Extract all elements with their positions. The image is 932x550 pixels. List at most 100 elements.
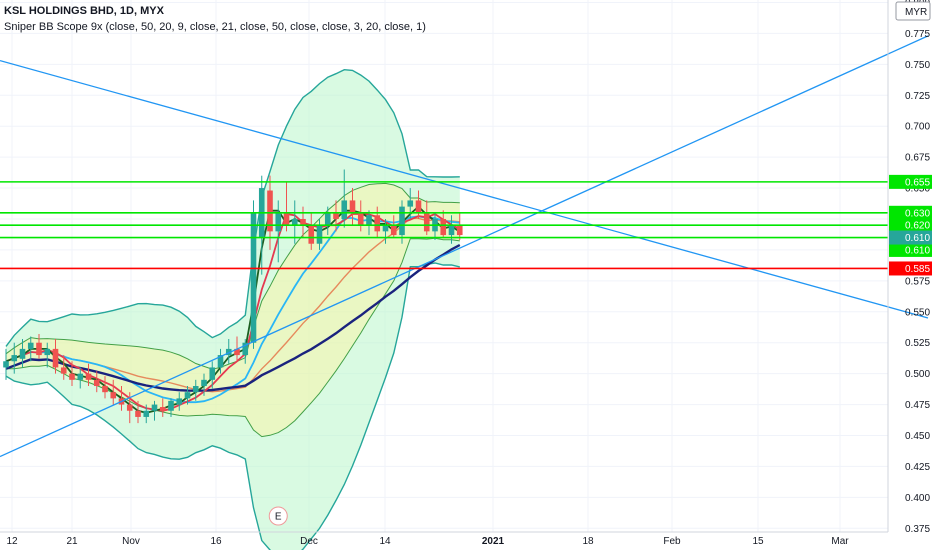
candle-body[interactable] — [209, 367, 216, 380]
candle-body[interactable] — [333, 212, 339, 219]
candle-body[interactable] — [234, 348, 240, 356]
candle-body[interactable] — [27, 342, 34, 349]
candle[interactable] — [36, 334, 42, 359]
candle[interactable] — [300, 206, 306, 238]
candle[interactable] — [93, 371, 100, 393]
candle[interactable] — [324, 206, 331, 236]
currency-badge[interactable] — [895, 1, 931, 21]
candle-body[interactable] — [448, 225, 455, 236]
candle-body[interactable] — [291, 218, 298, 226]
candle-body[interactable] — [85, 373, 92, 380]
candle[interactable] — [151, 400, 158, 421]
extra-level-tag[interactable]: 0.610 — [889, 242, 932, 257]
candle[interactable] — [341, 169, 348, 228]
price-axis[interactable]: 0.8000.7750.7500.7250.7000.6750.6500.625… — [887, 0, 932, 535]
candle-body[interactable] — [374, 215, 381, 232]
candle[interactable] — [209, 361, 216, 389]
candle[interactable] — [143, 404, 150, 424]
current-price-tag[interactable]: 0.610 — [889, 230, 932, 245]
candle[interactable] — [390, 215, 397, 238]
candle[interactable] — [110, 379, 117, 405]
candle-body[interactable] — [126, 404, 133, 411]
candle[interactable] — [382, 218, 389, 244]
candle-body[interactable] — [390, 225, 397, 236]
candle-body[interactable] — [60, 367, 67, 374]
candle-body[interactable] — [19, 348, 26, 359]
candle-body[interactable] — [300, 218, 306, 226]
candle[interactable] — [159, 398, 166, 417]
candle[interactable] — [440, 210, 447, 238]
candle[interactable] — [176, 392, 183, 411]
candle-body[interactable] — [192, 386, 199, 393]
candle-body[interactable] — [102, 386, 108, 393]
candle[interactable] — [316, 218, 323, 250]
candle-body[interactable] — [349, 200, 356, 213]
candle[interactable] — [3, 348, 9, 380]
level-tag-0.585[interactable]: 0.585 — [889, 261, 932, 276]
horizontal-levels[interactable] — [0, 181, 888, 270]
candle[interactable] — [349, 188, 356, 226]
candle-body[interactable] — [366, 215, 372, 226]
level-tag-0.630[interactable]: 0.630 — [889, 205, 932, 220]
candle[interactable] — [168, 398, 174, 417]
candle[interactable] — [374, 206, 381, 238]
level-tag-0.655[interactable]: 0.655 — [889, 174, 932, 189]
candle[interactable] — [184, 386, 191, 405]
candle-body[interactable] — [407, 200, 414, 207]
candle-body[interactable] — [308, 225, 315, 244]
candle[interactable] — [77, 367, 84, 389]
candle[interactable] — [291, 200, 298, 244]
candle-body[interactable] — [93, 379, 100, 387]
candle-body[interactable] — [168, 400, 174, 411]
candle[interactable] — [201, 373, 207, 396]
candle[interactable] — [456, 212, 463, 241]
candle[interactable] — [11, 342, 18, 374]
candle-body[interactable] — [151, 404, 158, 411]
candle-body[interactable] — [316, 225, 323, 244]
candle-body[interactable] — [382, 225, 389, 232]
candle-body[interactable] — [36, 342, 42, 356]
candle[interactable] — [69, 361, 75, 387]
candle-body[interactable] — [184, 392, 191, 399]
candle[interactable] — [407, 188, 414, 219]
candle-body[interactable] — [225, 348, 232, 356]
candle-body[interactable] — [250, 212, 257, 343]
trendline-down[interactable] — [0, 59, 929, 319]
candle[interactable] — [275, 200, 282, 263]
candle[interactable] — [283, 181, 290, 232]
candle-body[interactable] — [456, 225, 463, 236]
candle-body[interactable] — [69, 373, 75, 380]
candle-body[interactable] — [341, 200, 348, 219]
candle-body[interactable] — [440, 218, 447, 236]
candle-body[interactable] — [415, 200, 422, 213]
time-axis[interactable]: 12 21 Nov 16 Dec 14 2021 18 Feb 15 Mar — [0, 531, 888, 547]
candle[interactable] — [448, 215, 455, 244]
candle-body[interactable] — [324, 212, 331, 226]
candle[interactable] — [85, 363, 92, 387]
candle-body[interactable] — [275, 212, 282, 232]
candle[interactable] — [399, 200, 405, 244]
candle-body[interactable] — [143, 410, 150, 417]
candle-body[interactable] — [135, 410, 141, 417]
level-tag-0.620[interactable]: 0.620 — [889, 218, 932, 233]
candle-body[interactable] — [77, 373, 84, 380]
candle-body[interactable] — [44, 348, 51, 356]
candle-body[interactable] — [242, 342, 249, 356]
candle[interactable] — [308, 212, 315, 250]
candle[interactable] — [135, 400, 141, 424]
trendline-up[interactable] — [0, 35, 929, 458]
candle-body[interactable] — [399, 206, 405, 236]
candle-body[interactable] — [217, 355, 224, 368]
candle[interactable] — [415, 190, 422, 219]
candle[interactable] — [44, 342, 51, 368]
candle-body[interactable] — [11, 355, 18, 362]
candle[interactable] — [250, 200, 257, 349]
candle[interactable] — [60, 355, 67, 380]
candle[interactable] — [27, 336, 34, 362]
candle-body[interactable] — [267, 190, 273, 232]
candle-body[interactable] — [423, 212, 430, 232]
candle[interactable] — [102, 376, 108, 399]
trendlines[interactable] — [0, 35, 929, 458]
candle[interactable] — [19, 338, 26, 368]
